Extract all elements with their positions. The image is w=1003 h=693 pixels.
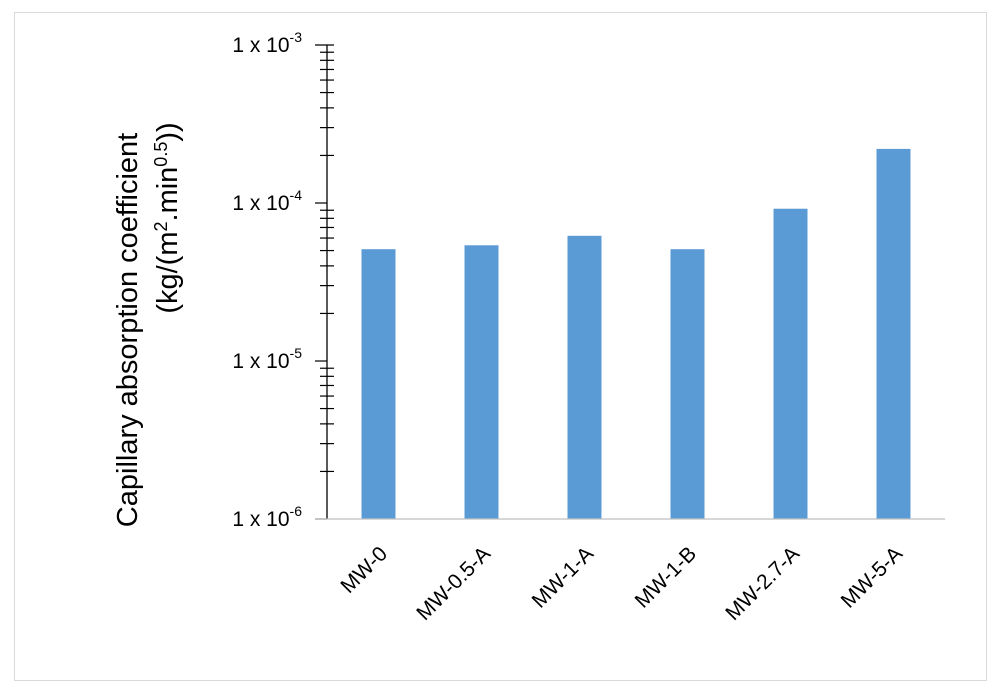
x-tick-labels: MW-0 MW-0.5-A MW-1-A MW-1-B MW-2.7-A MW-5-A [336, 542, 907, 625]
y-axis [315, 44, 334, 520]
x-tick-label: MW-0 [336, 542, 392, 598]
y-axis-title-line1: Capillary absorption coefficient [112, 133, 144, 527]
y-tick-label: 1 x 10-4 [232, 187, 302, 215]
bar [361, 249, 396, 519]
x-tick-label: MW-1-B [631, 542, 701, 612]
bar [773, 208, 808, 519]
y-tick-labels: 1 x 10-6 1 x 10-5 1 x 10-4 1 x 10-3 [232, 29, 302, 531]
x-tick-label: MW-0.5-A [412, 542, 495, 625]
y-axis-title-line2: (kg/(m2.min0.5)) [151, 122, 184, 313]
y-tick-label: 1 x 10-3 [232, 29, 302, 57]
bars-group [361, 148, 911, 519]
x-tick-label: MW-2.7-A [721, 542, 804, 625]
y-tick-label: 1 x 10-5 [232, 345, 302, 373]
x-tick-label: MW-5-A [837, 542, 907, 612]
bar [876, 148, 911, 519]
y-tick-label: 1 x 10-6 [232, 503, 302, 531]
chart-frame [14, 12, 987, 681]
x-tick-label: MW-1-A [528, 542, 598, 612]
bar [464, 245, 499, 519]
y-axis-title: Capillary absorption coefficient (kg/(m2… [112, 122, 184, 527]
bar [567, 235, 602, 519]
bar [670, 249, 705, 519]
